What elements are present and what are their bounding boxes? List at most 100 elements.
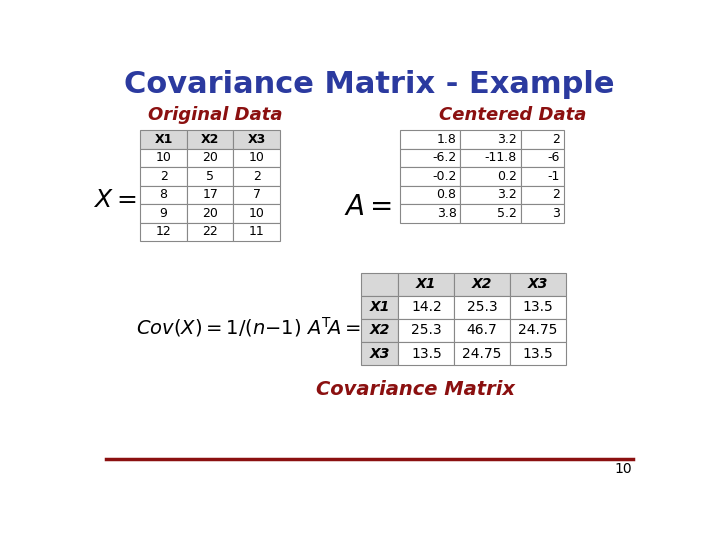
- Text: 3.2: 3.2: [498, 188, 517, 201]
- Text: X3: X3: [248, 133, 266, 146]
- Text: Centered Data: Centered Data: [438, 106, 586, 124]
- Bar: [398, 342, 454, 365]
- Text: 3: 3: [552, 207, 559, 220]
- Bar: [187, 222, 233, 241]
- Bar: [521, 130, 564, 148]
- Bar: [140, 222, 187, 241]
- Text: 25.3: 25.3: [467, 300, 498, 314]
- Text: $A=$: $A=$: [344, 194, 392, 221]
- Text: -11.8: -11.8: [485, 151, 517, 165]
- Text: -0.2: -0.2: [432, 170, 456, 183]
- Bar: [521, 167, 564, 186]
- Bar: [233, 222, 280, 241]
- Bar: [521, 204, 564, 222]
- Text: 7: 7: [253, 188, 261, 201]
- Text: 20: 20: [202, 207, 218, 220]
- Bar: [461, 186, 521, 204]
- Bar: [361, 273, 398, 296]
- Bar: [510, 342, 566, 365]
- Text: 9: 9: [160, 207, 168, 220]
- Text: 0.8: 0.8: [436, 188, 456, 201]
- Text: $Cov(X) = 1/(n$$-1)\ A^{\mathrm{T}}\!A =$: $Cov(X) = 1/(n$$-1)\ A^{\mathrm{T}}\!A =…: [137, 315, 361, 339]
- Text: 8: 8: [160, 188, 168, 201]
- Bar: [187, 130, 233, 148]
- Text: 1.8: 1.8: [437, 133, 456, 146]
- Bar: [461, 204, 521, 222]
- Text: X2: X2: [472, 277, 492, 291]
- Text: 2: 2: [160, 170, 168, 183]
- Bar: [233, 186, 280, 204]
- Text: 14.2: 14.2: [411, 300, 442, 314]
- Bar: [454, 342, 510, 365]
- Text: 13.5: 13.5: [523, 347, 554, 361]
- Bar: [361, 296, 398, 319]
- Text: X2: X2: [201, 133, 220, 146]
- Text: 13.5: 13.5: [523, 300, 554, 314]
- Text: 3.2: 3.2: [498, 133, 517, 146]
- Bar: [454, 319, 510, 342]
- Bar: [461, 148, 521, 167]
- Text: 10: 10: [248, 151, 264, 165]
- Text: 11: 11: [248, 225, 264, 238]
- Bar: [461, 130, 521, 148]
- Text: X1: X1: [369, 300, 390, 314]
- Bar: [187, 148, 233, 167]
- Bar: [521, 186, 564, 204]
- Bar: [140, 186, 187, 204]
- Text: 20: 20: [202, 151, 218, 165]
- Text: 5.2: 5.2: [497, 207, 517, 220]
- Bar: [400, 204, 461, 222]
- Bar: [461, 167, 521, 186]
- Text: 3.8: 3.8: [437, 207, 456, 220]
- Bar: [233, 130, 280, 148]
- Text: 5: 5: [206, 170, 214, 183]
- Bar: [140, 148, 187, 167]
- Bar: [140, 167, 187, 186]
- Bar: [400, 186, 461, 204]
- Bar: [361, 342, 398, 365]
- Bar: [187, 167, 233, 186]
- Text: 24.75: 24.75: [462, 347, 502, 361]
- Bar: [398, 273, 454, 296]
- Bar: [521, 148, 564, 167]
- Text: 25.3: 25.3: [411, 323, 441, 338]
- Bar: [454, 273, 510, 296]
- Text: X1: X1: [154, 133, 173, 146]
- Text: 10: 10: [156, 151, 171, 165]
- Text: 2: 2: [552, 133, 559, 146]
- Bar: [454, 296, 510, 319]
- Bar: [400, 130, 461, 148]
- Text: 12: 12: [156, 225, 171, 238]
- Bar: [187, 186, 233, 204]
- Bar: [187, 204, 233, 222]
- Bar: [140, 130, 187, 148]
- Bar: [510, 296, 566, 319]
- Text: 22: 22: [202, 225, 218, 238]
- Bar: [233, 167, 280, 186]
- Text: -6.2: -6.2: [432, 151, 456, 165]
- Bar: [400, 148, 461, 167]
- Text: Covariance Matrix - Example: Covariance Matrix - Example: [124, 70, 614, 98]
- Text: 0.2: 0.2: [497, 170, 517, 183]
- Bar: [233, 204, 280, 222]
- Bar: [398, 319, 454, 342]
- Text: 24.75: 24.75: [518, 323, 557, 338]
- Text: 17: 17: [202, 188, 218, 201]
- Text: 10: 10: [615, 462, 632, 476]
- Bar: [140, 204, 187, 222]
- Bar: [400, 167, 461, 186]
- Bar: [361, 319, 398, 342]
- Text: 46.7: 46.7: [467, 323, 498, 338]
- Text: $X=$: $X=$: [93, 187, 137, 212]
- Text: -1: -1: [547, 170, 559, 183]
- Text: -6: -6: [547, 151, 559, 165]
- Text: 10: 10: [248, 207, 264, 220]
- Bar: [398, 296, 454, 319]
- Text: X2: X2: [369, 323, 390, 338]
- Text: X3: X3: [369, 347, 390, 361]
- Text: Original Data: Original Data: [148, 106, 283, 124]
- Bar: [233, 148, 280, 167]
- Text: 2: 2: [552, 188, 559, 201]
- Bar: [510, 273, 566, 296]
- Text: Covariance Matrix: Covariance Matrix: [316, 380, 515, 399]
